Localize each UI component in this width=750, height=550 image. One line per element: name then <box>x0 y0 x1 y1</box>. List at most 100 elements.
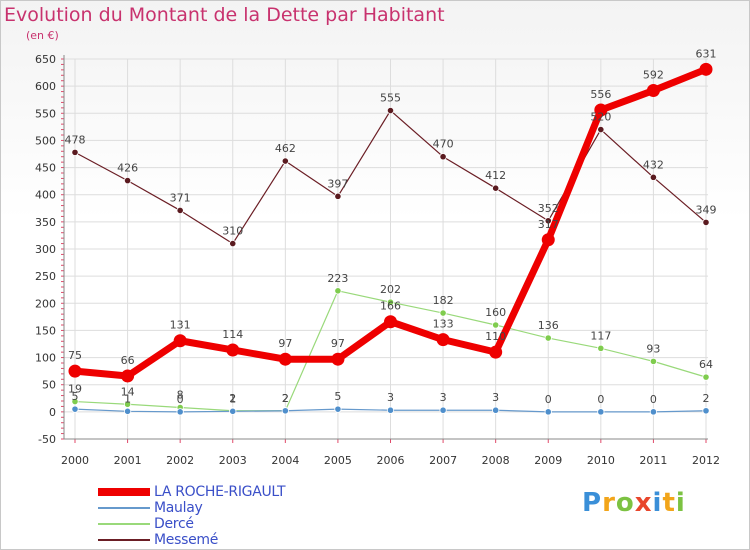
data-point <box>229 407 237 415</box>
data-label: 397 <box>327 177 348 190</box>
data-point <box>71 405 79 413</box>
chart-title: Evolution du Montant de la Dette par Hab… <box>4 4 445 26</box>
x-tick-label: 2004 <box>271 454 299 467</box>
data-point <box>123 400 132 408</box>
data-point <box>702 218 710 226</box>
data-point <box>384 315 397 329</box>
x-tick-label: 2012 <box>692 454 720 467</box>
legend-label: Maulay <box>154 500 203 516</box>
y-tick-label: 500 <box>35 134 56 147</box>
y-tick-label: 50 <box>42 379 56 392</box>
data-point <box>176 408 184 416</box>
data-label: 75 <box>68 349 82 362</box>
data-label: 5 <box>72 390 79 403</box>
series-lines <box>68 62 713 416</box>
data-label: 114 <box>222 328 243 341</box>
legend-swatch <box>98 488 150 496</box>
x-tick-label: 2005 <box>324 454 352 467</box>
data-point <box>492 321 500 329</box>
data-label: 223 <box>327 272 348 285</box>
data-point <box>334 192 342 200</box>
proxiti-logo: Proxiti <box>582 488 686 518</box>
x-tick-label: 2006 <box>377 454 405 467</box>
data-label: 110 <box>485 330 506 343</box>
x-tick-label: 2009 <box>534 454 562 467</box>
data-label: 97 <box>278 337 292 350</box>
legend-swatch <box>98 507 150 509</box>
data-label: 14 <box>121 385 135 398</box>
data-label: 631 <box>696 47 717 60</box>
legend-swatch <box>98 539 150 541</box>
data-point <box>386 406 395 414</box>
x-tick-label: 2001 <box>114 454 142 467</box>
data-point <box>492 184 500 192</box>
data-label: 0 <box>545 393 552 406</box>
legend-label: Dercé <box>154 516 194 532</box>
data-label: 592 <box>643 68 664 81</box>
data-label: 1 <box>229 392 236 405</box>
y-tick-label: -50 <box>38 433 56 446</box>
data-label: 470 <box>433 138 454 151</box>
data-point <box>226 343 240 357</box>
y-tick-label: 550 <box>35 107 56 120</box>
data-point <box>123 407 132 415</box>
data-label: 8 <box>177 389 184 402</box>
data-label: 131 <box>170 319 191 332</box>
data-label: 202 <box>380 283 401 296</box>
y-tick-label: 300 <box>35 243 56 256</box>
data-point <box>649 357 658 365</box>
data-point <box>173 334 187 348</box>
data-point <box>541 233 555 247</box>
data-point <box>71 148 79 156</box>
data-point <box>594 103 608 117</box>
data-label: 5 <box>334 390 341 403</box>
data-label: 117 <box>590 329 611 342</box>
data-point <box>71 397 79 406</box>
data-point <box>331 352 345 366</box>
data-point <box>489 345 503 359</box>
data-label: 310 <box>222 225 243 238</box>
data-label: 97 <box>331 337 345 350</box>
data-point <box>597 344 605 352</box>
logo-letter: t <box>662 488 676 518</box>
data-point <box>439 153 447 161</box>
data-label: 426 <box>117 162 138 175</box>
data-point <box>544 334 552 342</box>
logo-letter: i <box>652 488 663 518</box>
data-point <box>229 239 237 248</box>
data-label: 478 <box>65 133 86 146</box>
data-point <box>702 373 710 381</box>
data-point <box>278 352 292 366</box>
data-point <box>334 287 342 295</box>
data-label: 2 <box>282 392 289 405</box>
data-point <box>544 217 552 225</box>
data-label: 66 <box>121 354 135 367</box>
axes: -500501001502002503003504004505005506006… <box>35 53 720 467</box>
data-label: 166 <box>380 300 401 313</box>
legend-label: Messemé <box>154 532 219 548</box>
data-label: 136 <box>538 319 559 332</box>
data-label: 1 <box>124 392 131 405</box>
y-tick-label: 0 <box>49 406 56 419</box>
y-tick-label: 450 <box>35 162 56 175</box>
legend-swatch <box>98 523 150 525</box>
chart-subtitle: (en €) <box>26 29 59 42</box>
data-point <box>439 309 447 317</box>
data-label: 64 <box>699 358 713 371</box>
data-point <box>123 177 132 185</box>
data-label: 160 <box>485 306 506 319</box>
x-tick-label: 2011 <box>639 454 667 467</box>
data-point <box>386 106 395 115</box>
logo-letter: P <box>582 488 603 518</box>
logo-letter: i <box>675 488 686 518</box>
legend-label: LA ROCHE-RIGAULT <box>154 484 286 500</box>
data-label: 0 <box>597 393 604 406</box>
grid-lines <box>64 58 708 440</box>
logo-letter: o <box>615 488 635 518</box>
x-tick-label: 2002 <box>166 454 194 467</box>
x-tick-label: 2008 <box>482 454 510 467</box>
data-point <box>597 125 605 134</box>
data-label: 0 <box>177 393 184 406</box>
data-label: 555 <box>380 92 401 105</box>
